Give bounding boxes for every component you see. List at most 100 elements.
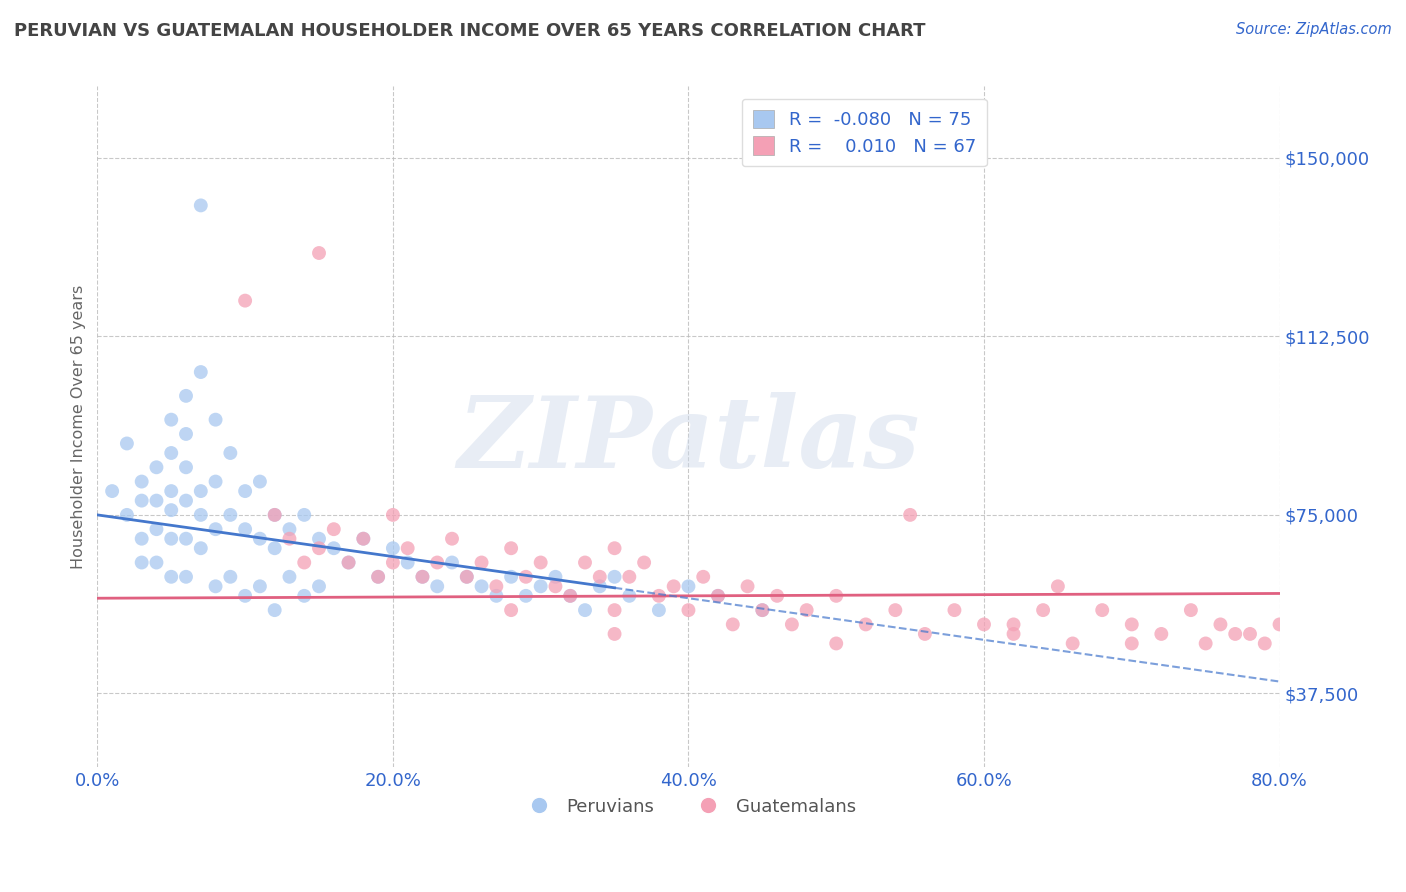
Point <box>515 570 537 584</box>
Point <box>263 508 285 522</box>
Point <box>160 503 183 517</box>
Point <box>233 589 256 603</box>
Point <box>131 556 153 570</box>
Point <box>678 603 700 617</box>
Point <box>456 570 478 584</box>
Point <box>1091 603 1114 617</box>
Point <box>204 522 226 536</box>
Point <box>603 570 626 584</box>
Point <box>796 603 818 617</box>
Point <box>131 532 153 546</box>
Point <box>367 570 389 584</box>
Y-axis label: Householder Income Over 65 years: Householder Income Over 65 years <box>72 285 86 569</box>
Point <box>1150 627 1173 641</box>
Point <box>560 589 582 603</box>
Legend: Peruvians, Guatemalans: Peruvians, Guatemalans <box>515 790 863 823</box>
Point <box>411 570 433 584</box>
Point <box>485 589 508 603</box>
Point <box>471 556 494 570</box>
Point <box>456 570 478 584</box>
Point <box>233 522 256 536</box>
Point <box>160 570 183 584</box>
Point <box>574 556 596 570</box>
Point <box>544 579 567 593</box>
Point <box>204 579 226 593</box>
Point <box>204 475 226 489</box>
Point <box>1002 627 1025 641</box>
Point <box>766 589 789 603</box>
Point <box>589 579 612 593</box>
Point <box>1062 636 1084 650</box>
Point <box>145 522 167 536</box>
Point <box>560 589 582 603</box>
Point <box>1180 603 1202 617</box>
Point <box>884 603 907 617</box>
Point <box>233 293 256 308</box>
Point <box>190 365 212 379</box>
Point <box>426 579 449 593</box>
Point <box>751 603 773 617</box>
Text: Source: ZipAtlas.com: Source: ZipAtlas.com <box>1236 22 1392 37</box>
Point <box>174 493 197 508</box>
Point <box>292 508 315 522</box>
Point <box>145 493 167 508</box>
Point <box>1121 636 1143 650</box>
Point <box>648 589 671 603</box>
Point <box>249 532 271 546</box>
Point <box>174 570 197 584</box>
Point <box>1225 627 1247 641</box>
Point <box>190 508 212 522</box>
Point <box>190 198 212 212</box>
Point <box>603 603 626 617</box>
Point <box>825 636 848 650</box>
Point <box>501 541 523 556</box>
Point <box>1032 603 1054 617</box>
Point <box>943 603 966 617</box>
Point <box>633 556 655 570</box>
Point <box>411 570 433 584</box>
Point <box>751 603 773 617</box>
Point <box>426 556 449 570</box>
Point <box>367 570 389 584</box>
Point <box>1046 579 1069 593</box>
Point <box>530 556 553 570</box>
Point <box>131 493 153 508</box>
Point <box>1268 617 1291 632</box>
Point <box>914 627 936 641</box>
Point <box>131 475 153 489</box>
Point <box>308 541 330 556</box>
Point <box>160 446 183 460</box>
Point <box>174 426 197 441</box>
Point <box>381 508 404 522</box>
Point <box>145 556 167 570</box>
Point <box>619 589 641 603</box>
Point <box>308 532 330 546</box>
Point <box>219 570 242 584</box>
Point <box>337 556 360 570</box>
Point <box>721 617 744 632</box>
Point <box>292 589 315 603</box>
Point <box>308 246 330 260</box>
Point <box>574 603 596 617</box>
Point <box>855 617 877 632</box>
Point <box>204 412 226 426</box>
Point <box>145 460 167 475</box>
Point <box>190 484 212 499</box>
Point <box>115 436 138 450</box>
Point <box>190 541 212 556</box>
Point <box>501 570 523 584</box>
Point <box>322 541 344 556</box>
Point <box>396 541 419 556</box>
Point <box>278 522 301 536</box>
Point <box>825 589 848 603</box>
Point <box>219 508 242 522</box>
Point <box>249 579 271 593</box>
Point <box>1121 617 1143 632</box>
Point <box>973 617 995 632</box>
Point <box>219 446 242 460</box>
Point <box>898 508 921 522</box>
Text: PERUVIAN VS GUATEMALAN HOUSEHOLDER INCOME OVER 65 YEARS CORRELATION CHART: PERUVIAN VS GUATEMALAN HOUSEHOLDER INCOM… <box>14 22 925 40</box>
Point <box>440 532 463 546</box>
Point <box>337 556 360 570</box>
Point <box>381 556 404 570</box>
